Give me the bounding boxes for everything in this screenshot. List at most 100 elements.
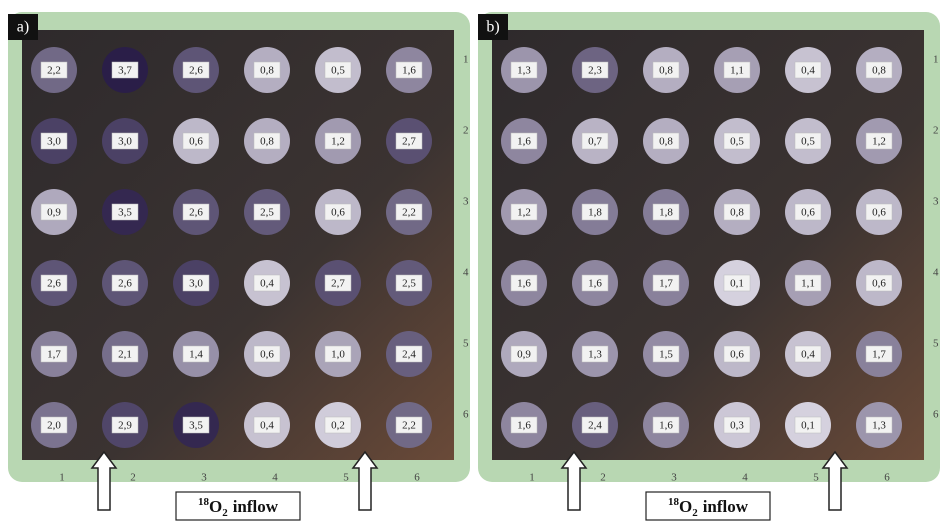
column-number: 5	[343, 472, 349, 484]
well-value: 0,6	[730, 349, 744, 361]
caption-mass: 18	[198, 496, 210, 508]
row-number: 4	[463, 267, 469, 279]
well-value: 2,4	[402, 349, 416, 361]
well-value: 0,8	[260, 65, 274, 77]
well-value: 0,8	[659, 65, 673, 77]
caption-element: O	[209, 497, 222, 516]
well-value: 3,5	[189, 420, 203, 432]
column-number: 5	[813, 472, 819, 484]
well-value: 1,7	[659, 278, 673, 290]
caption-rest: inflow	[233, 497, 279, 516]
well-value: 0,4	[801, 65, 815, 77]
well-value: 3,0	[189, 278, 203, 290]
well-value: 1,1	[801, 278, 815, 290]
caption-element: O	[679, 497, 692, 516]
well-value: 3,0	[47, 136, 61, 148]
column-number: 6	[414, 472, 420, 484]
well-value: 3,7	[118, 65, 132, 77]
well-value: 1,3	[872, 420, 886, 432]
well-value: 2,6	[118, 278, 132, 290]
column-number: 3	[671, 472, 677, 484]
well-value: 2,0	[47, 420, 61, 432]
column-number: 2	[600, 472, 606, 484]
row-number: 5	[463, 338, 469, 350]
well-value: 2,1	[118, 349, 132, 361]
well-value: 2,6	[189, 207, 203, 219]
caption: 18O2 inflow	[198, 496, 279, 519]
well-value: 0,6	[189, 136, 203, 148]
well-value: 1,8	[659, 207, 673, 219]
row-number: 1	[463, 54, 469, 66]
well-value: 0,5	[730, 136, 744, 148]
panel-label: b)	[486, 19, 499, 36]
well-value: 1,4	[189, 349, 203, 361]
column-number: 3	[201, 472, 207, 484]
well-value: 0,5	[331, 65, 345, 77]
well-value: 1,6	[517, 278, 531, 290]
row-number: 5	[933, 338, 939, 350]
row-number: 2	[463, 125, 469, 137]
row-number: 6	[933, 409, 939, 421]
well-value: 1,6	[402, 65, 416, 77]
well-value: 1,8	[588, 207, 602, 219]
well-value: 1,1	[730, 65, 744, 77]
caption-mass: 18	[668, 496, 680, 508]
column-number: 2	[130, 472, 136, 484]
panel: b) 1,3 2,3 0,8 1,1 0,4 0,8 1,6 0,7 0,8 0,5 0,5 1,2 1,…	[478, 12, 940, 520]
well-value: 1,5	[659, 349, 673, 361]
well-value: 0,8	[872, 65, 886, 77]
column-number: 4	[272, 472, 278, 484]
well-value: 2,2	[402, 420, 416, 432]
well-value: 2,3	[588, 65, 602, 77]
figure: a) 2,2 3,7 2,6 0,8 0,5 1,6 3,0 3,0 0,6 0,8 1,2 2,7 0,…	[0, 0, 940, 524]
well-value: 0,5	[801, 136, 815, 148]
well-value: 0,4	[260, 278, 274, 290]
well-value: 0,8	[260, 136, 274, 148]
well-value: 2,2	[402, 207, 416, 219]
well-value: 0,8	[730, 207, 744, 219]
well-value: 1,6	[659, 420, 673, 432]
well-value: 0,1	[801, 420, 815, 432]
well-value: 2,6	[47, 278, 61, 290]
well-value: 1,2	[331, 136, 345, 148]
well-value: 0,6	[872, 207, 886, 219]
column-number: 1	[529, 472, 535, 484]
panel: a) 2,2 3,7 2,6 0,8 0,5 1,6 3,0 3,0 0,6 0,8 1,2 2,7 0,…	[8, 12, 470, 520]
panel-label: a)	[17, 19, 29, 36]
well-value: 2,4	[588, 420, 602, 432]
well-value: 0,6	[872, 278, 886, 290]
row-number: 1	[933, 54, 939, 66]
well-value: 0,4	[260, 420, 274, 432]
well-value: 2,7	[331, 278, 345, 290]
well-value: 0,3	[730, 420, 744, 432]
well-value: 0,6	[331, 207, 345, 219]
caption-count: 2	[692, 507, 698, 519]
row-number: 3	[933, 196, 939, 208]
well-value: 2,5	[260, 207, 274, 219]
well-value: 1,0	[331, 349, 345, 361]
plate-inner	[492, 30, 924, 460]
well-value: 0,4	[801, 349, 815, 361]
well-value: 0,6	[260, 349, 274, 361]
well-value: 1,6	[517, 136, 531, 148]
well-value: 1,6	[588, 278, 602, 290]
well-value: 3,0	[118, 136, 132, 148]
caption-rest: inflow	[703, 497, 749, 516]
well-value: 1,6	[517, 420, 531, 432]
well-value: 0,9	[517, 349, 531, 361]
well-value: 1,2	[517, 207, 531, 219]
well-value: 2,5	[402, 278, 416, 290]
row-number: 6	[463, 409, 469, 421]
well-value: 0,7	[588, 136, 602, 148]
well-value: 2,9	[118, 420, 132, 432]
row-number: 4	[933, 267, 939, 279]
well-value: 0,8	[659, 136, 673, 148]
well-value: 1,3	[517, 65, 531, 77]
well-value: 0,6	[801, 207, 815, 219]
well-value: 0,1	[730, 278, 744, 290]
caption-count: 2	[222, 507, 228, 519]
well-value: 1,7	[47, 349, 61, 361]
row-number: 2	[933, 125, 939, 137]
column-number: 1	[59, 472, 65, 484]
row-number: 3	[463, 196, 469, 208]
